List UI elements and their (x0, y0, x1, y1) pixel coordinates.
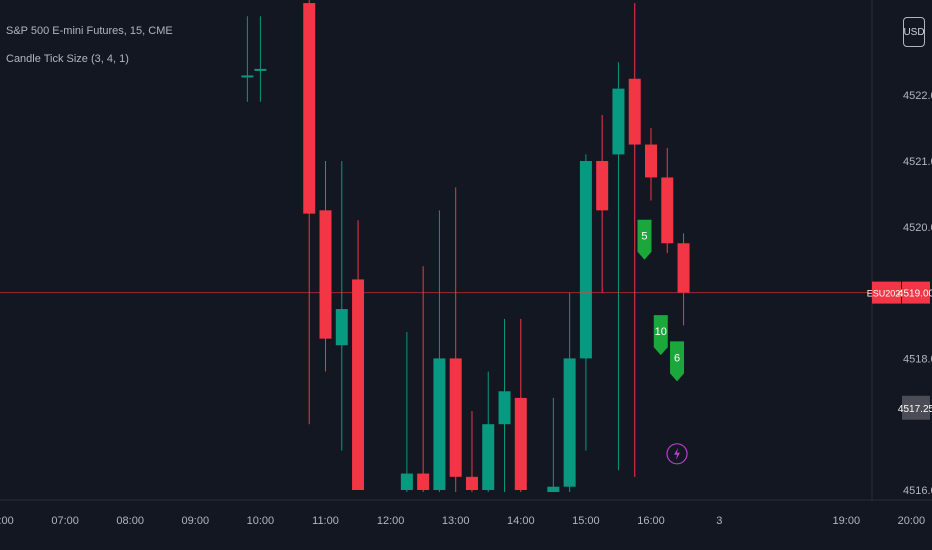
candle (596, 114, 609, 293)
candle (352, 220, 365, 490)
candle (465, 411, 478, 492)
candle-body (677, 243, 690, 293)
tick-size-label: 10 (653, 315, 668, 356)
time-tick-label: 08:00 (116, 515, 144, 527)
tick-size-balloon (653, 315, 668, 356)
tick-size-value: 10 (655, 326, 667, 338)
candle (677, 233, 690, 326)
lightning-icon (666, 443, 688, 465)
candle (547, 397, 560, 492)
candle-body (319, 210, 332, 339)
price-tick-label: 4516.00 (903, 485, 932, 497)
tick-size-balloon (670, 341, 685, 382)
tick-size-label: 6 (670, 341, 685, 382)
price-axis[interactable]: 4522.00 4521.00 4520.00 4518.00 4516.00 (871, 0, 932, 500)
candle-body (547, 486, 560, 492)
candle (400, 332, 413, 492)
tick-size-balloon (637, 219, 652, 260)
candle-body (303, 3, 316, 214)
candle-body (254, 68, 267, 71)
candle-body (433, 358, 446, 490)
time-tick-label: 15:00 (572, 515, 600, 527)
candle-body (449, 358, 462, 477)
time-axis[interactable]: 06:00 07:00 08:00 09:00 10:00 11:00 12:00 13:00… (0, 499, 932, 527)
candles (241, 0, 690, 492)
tick-size-labels: 5 10 6 (637, 219, 685, 382)
indicator-legend[interactable]: Candle Tick Size (3, 4, 1) (6, 53, 129, 65)
candle-body (612, 88, 625, 155)
last-price-tag-label: 4519.00 (898, 289, 932, 300)
candle-body (498, 391, 511, 425)
candle (498, 318, 511, 492)
candle-body (417, 473, 430, 490)
currency-button[interactable]: USD (903, 17, 925, 47)
candle (254, 16, 267, 102)
last-price-tag (902, 281, 930, 304)
candle-body (482, 424, 495, 490)
candle-body (628, 78, 641, 145)
candle-body (563, 358, 576, 487)
time-tick-label: 20:00 (898, 515, 926, 527)
candle-body (579, 161, 592, 359)
candle (319, 161, 332, 372)
candle (417, 266, 430, 492)
time-tick-label: 3 (716, 515, 722, 527)
candle-body (514, 397, 527, 490)
candle (514, 318, 527, 492)
time-tick-label: 13:00 (442, 515, 470, 527)
price-tick-label: 4520.00 (903, 222, 932, 234)
candle (482, 371, 495, 492)
candle-body (645, 144, 657, 178)
candle (579, 154, 592, 451)
time-tick-label: 12:00 (377, 515, 405, 527)
time-tick-label: 09:00 (182, 515, 210, 527)
tick-size-value: 5 (641, 231, 647, 243)
candle-body (661, 177, 674, 244)
candle (563, 292, 576, 492)
candle-body (596, 161, 609, 211)
price-tick-label: 4518.00 (903, 353, 932, 365)
candle-body (335, 309, 348, 346)
candle-body (352, 279, 365, 490)
candle-body (400, 473, 413, 490)
candle (628, 3, 641, 477)
candle (661, 147, 674, 254)
symbol-legend[interactable]: S&P 500 E-mini Futures, 15, CME (6, 25, 173, 37)
event-marker-group[interactable] (666, 443, 688, 465)
symbol-tag-label: ESU2023 (867, 289, 906, 299)
lightning-glyph (674, 447, 681, 460)
chart-legend: S&P 500 E-mini Futures, 15, CME Candle T… (6, 24, 173, 80)
candle-body (241, 75, 254, 78)
time-tick-label: 06:00 (0, 515, 14, 527)
tick-size-label: 5 (637, 219, 652, 260)
time-tick-label: 16:00 (637, 515, 665, 527)
candle (433, 210, 446, 492)
time-tick-label: 14:00 (507, 515, 535, 527)
symbol-price-tag (872, 281, 901, 304)
candle (335, 161, 348, 451)
candle (303, 0, 316, 425)
candle (645, 128, 657, 201)
price-tick-label: 4521.00 (903, 156, 932, 168)
candle-body (465, 476, 478, 490)
crosshair-price-label: 4517.25 (898, 404, 932, 415)
candle (612, 62, 625, 471)
price-tick-label: 4522.00 (903, 90, 932, 102)
candle (449, 187, 462, 492)
tick-size-value: 6 (674, 352, 680, 364)
time-tick-label: 07:00 (51, 515, 79, 527)
time-tick-label: 19:00 (833, 515, 861, 527)
candle (241, 16, 254, 102)
time-tick-label: 10:00 (247, 515, 275, 527)
time-tick-label: 11:00 (312, 515, 339, 527)
crosshair-price-tag (902, 395, 930, 420)
